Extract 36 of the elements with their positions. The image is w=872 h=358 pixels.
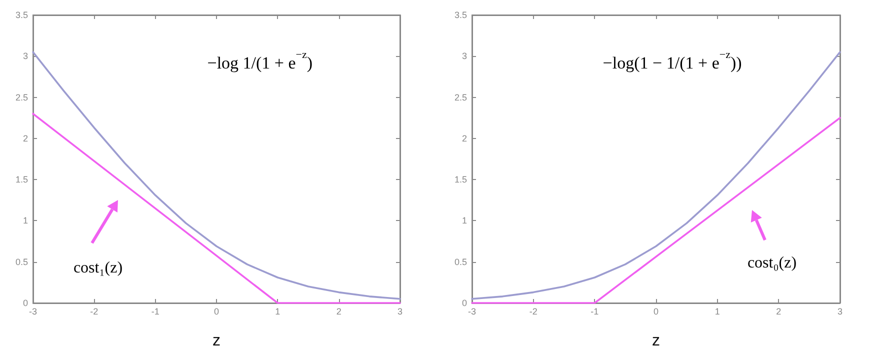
annotation: cost₀(z) [747, 254, 797, 272]
x-axis-title: z [652, 332, 660, 350]
x-tick-label: -3 [28, 306, 38, 316]
y-tick-label: 2 [22, 133, 28, 144]
y-tick-label: 3 [462, 51, 467, 62]
y-tick-label: 2 [462, 133, 467, 144]
y-tick-label: 0 [22, 298, 28, 308]
y-tick-label: 3.5 [454, 10, 467, 20]
y-tick-label: 3.5 [15, 10, 28, 20]
x-tick-label: 3 [397, 306, 403, 316]
y-tick-label: 0 [462, 298, 467, 308]
y-tick-label: 1.5 [454, 174, 467, 185]
annotation: cost₁(z) [73, 260, 123, 276]
x-tick-label: -2 [90, 306, 98, 316]
x-tick-label: 3 [837, 306, 843, 316]
x-tick-label: -1 [590, 306, 599, 316]
y-tick-label: 2.5 [454, 92, 467, 102]
y-tick-label: 1 [462, 216, 467, 226]
x-tick-label: 2 [336, 306, 342, 316]
y-tick-label: 3 [22, 51, 28, 62]
x-tick-label: -3 [468, 306, 476, 316]
x-tick-label: 2 [776, 306, 782, 316]
y-tick-label: 1.5 [15, 174, 28, 185]
y-tick-label: 1 [22, 216, 28, 226]
x-tick-label: 0 [653, 306, 659, 316]
x-tick-label: 1 [275, 306, 280, 316]
y-tick-label: 2.5 [15, 92, 28, 102]
x-tick-label: 0 [214, 306, 220, 316]
y-tick-label: 0.5 [454, 256, 467, 267]
x-axis-title: z [212, 332, 220, 350]
x-tick-label: -1 [151, 306, 160, 316]
x-tick-label: -2 [529, 306, 538, 316]
line-series [32, 51, 401, 300]
y-tick-label: 0.5 [15, 256, 28, 267]
x-tick-label: 1 [714, 306, 720, 316]
line-series [471, 51, 841, 300]
